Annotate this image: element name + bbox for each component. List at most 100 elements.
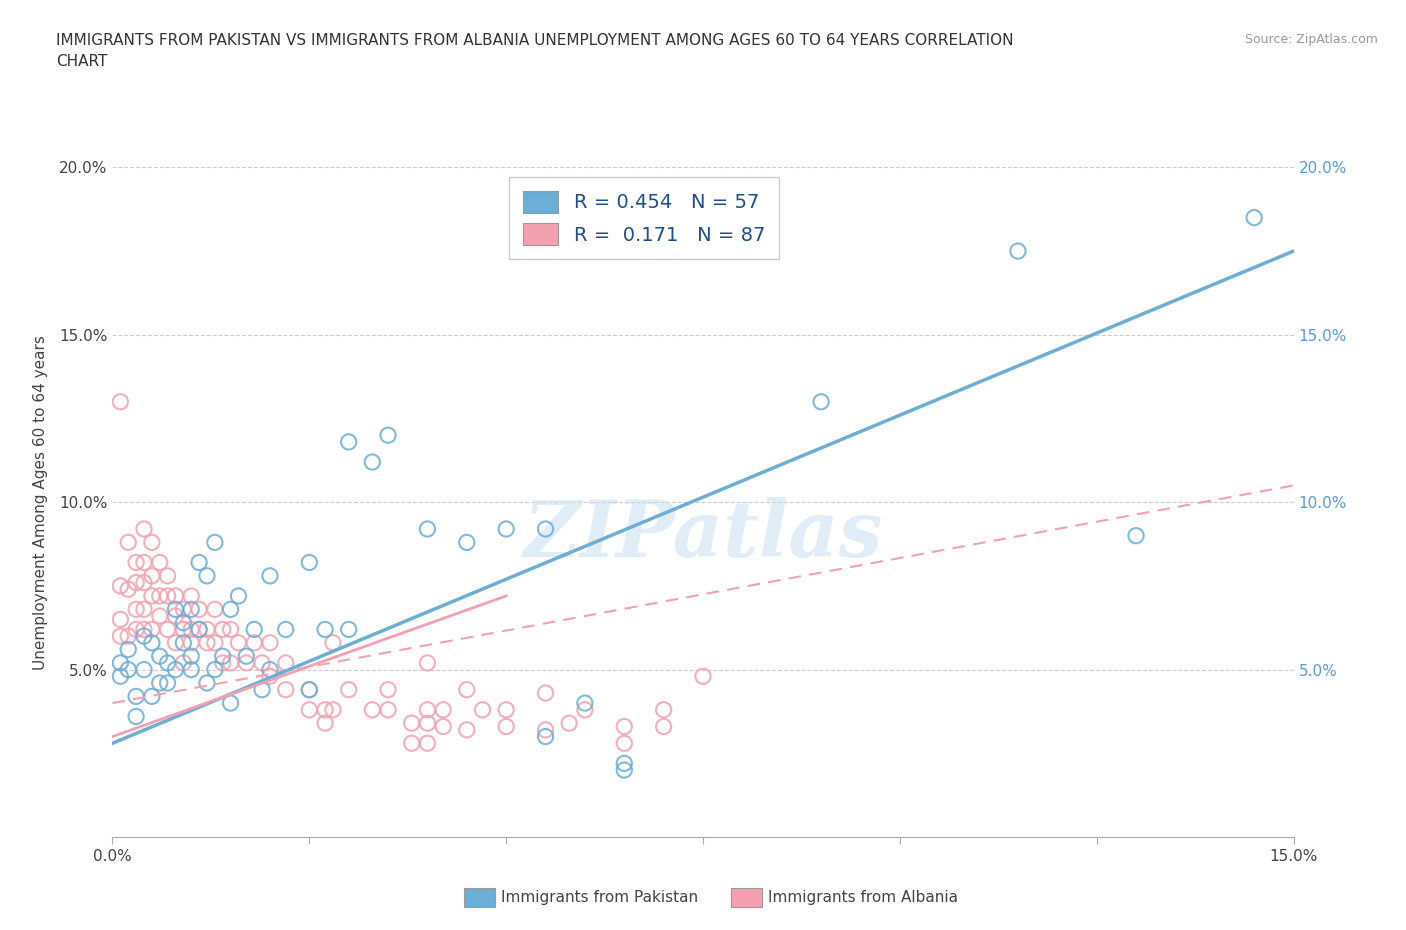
Point <box>810 394 832 409</box>
Y-axis label: Unemployment Among Ages 60 to 64 years: Unemployment Among Ages 60 to 64 years <box>34 335 48 670</box>
Point <box>132 622 155 637</box>
Point <box>377 683 399 698</box>
Point <box>211 656 233 671</box>
Point <box>180 635 202 650</box>
Point <box>692 244 714 259</box>
Point <box>141 589 163 604</box>
Point <box>211 622 233 637</box>
Point <box>652 719 675 734</box>
Point <box>401 716 423 731</box>
Point <box>1007 244 1029 259</box>
Point <box>141 568 163 583</box>
Point <box>692 669 714 684</box>
Point <box>1243 210 1265 225</box>
Point <box>495 522 517 537</box>
Point <box>156 568 179 583</box>
Point <box>110 612 132 627</box>
Point <box>416 656 439 671</box>
Point <box>377 702 399 717</box>
Point <box>165 662 187 677</box>
Point <box>534 685 557 700</box>
Point <box>574 702 596 717</box>
Point <box>180 622 202 637</box>
Point <box>117 582 139 597</box>
Point <box>432 719 454 734</box>
Point <box>180 589 202 604</box>
Point <box>495 702 517 717</box>
Point <box>235 656 257 671</box>
Point <box>243 635 266 650</box>
Point <box>361 455 384 470</box>
Point <box>165 602 187 617</box>
Point <box>534 729 557 744</box>
Point <box>180 662 202 677</box>
Point <box>652 702 675 717</box>
Point <box>141 689 163 704</box>
Point <box>188 555 211 570</box>
Point <box>125 575 148 590</box>
Point <box>243 622 266 637</box>
Point <box>125 709 148 724</box>
Point <box>204 602 226 617</box>
Point <box>228 589 250 604</box>
Point <box>219 602 242 617</box>
Point <box>132 629 155 644</box>
Point <box>534 522 557 537</box>
Point <box>456 535 478 550</box>
Point <box>125 555 148 570</box>
Point <box>314 702 336 717</box>
Point <box>132 522 155 537</box>
Point <box>110 394 132 409</box>
Point <box>416 702 439 717</box>
Point <box>125 622 148 637</box>
Point <box>219 656 242 671</box>
Point <box>156 656 179 671</box>
Point <box>416 716 439 731</box>
Point <box>322 635 344 650</box>
Point <box>172 622 194 637</box>
Point <box>298 683 321 698</box>
Point <box>259 669 281 684</box>
Point <box>117 629 139 644</box>
Point <box>165 589 187 604</box>
Point <box>149 589 172 604</box>
Point <box>274 656 297 671</box>
Point <box>613 736 636 751</box>
Point <box>110 669 132 684</box>
Point <box>471 702 494 717</box>
Point <box>337 434 360 449</box>
Point <box>250 656 273 671</box>
Point <box>141 622 163 637</box>
Point <box>456 723 478 737</box>
Point <box>110 656 132 671</box>
Text: Source: ZipAtlas.com: Source: ZipAtlas.com <box>1244 33 1378 46</box>
Text: IMMIGRANTS FROM PAKISTAN VS IMMIGRANTS FROM ALBANIA UNEMPLOYMENT AMONG AGES 60 T: IMMIGRANTS FROM PAKISTAN VS IMMIGRANTS F… <box>56 33 1014 69</box>
Point <box>165 635 187 650</box>
Point <box>156 675 179 690</box>
Text: Immigrants from Pakistan: Immigrants from Pakistan <box>501 890 697 905</box>
Point <box>132 602 155 617</box>
Point <box>219 696 242 711</box>
Point <box>456 683 478 698</box>
Point <box>613 719 636 734</box>
Point <box>172 656 194 671</box>
Point <box>156 589 179 604</box>
Point <box>149 675 172 690</box>
Point <box>274 622 297 637</box>
Point <box>416 522 439 537</box>
Point <box>132 555 155 570</box>
Point <box>110 629 132 644</box>
Point <box>314 622 336 637</box>
Point <box>613 756 636 771</box>
Point <box>180 602 202 617</box>
Point <box>259 635 281 650</box>
Point <box>149 555 172 570</box>
Point <box>228 635 250 650</box>
Point <box>125 602 148 617</box>
Point <box>298 683 321 698</box>
Point <box>337 622 360 637</box>
Point <box>149 608 172 623</box>
Point <box>117 535 139 550</box>
Point <box>156 622 179 637</box>
Point <box>574 696 596 711</box>
